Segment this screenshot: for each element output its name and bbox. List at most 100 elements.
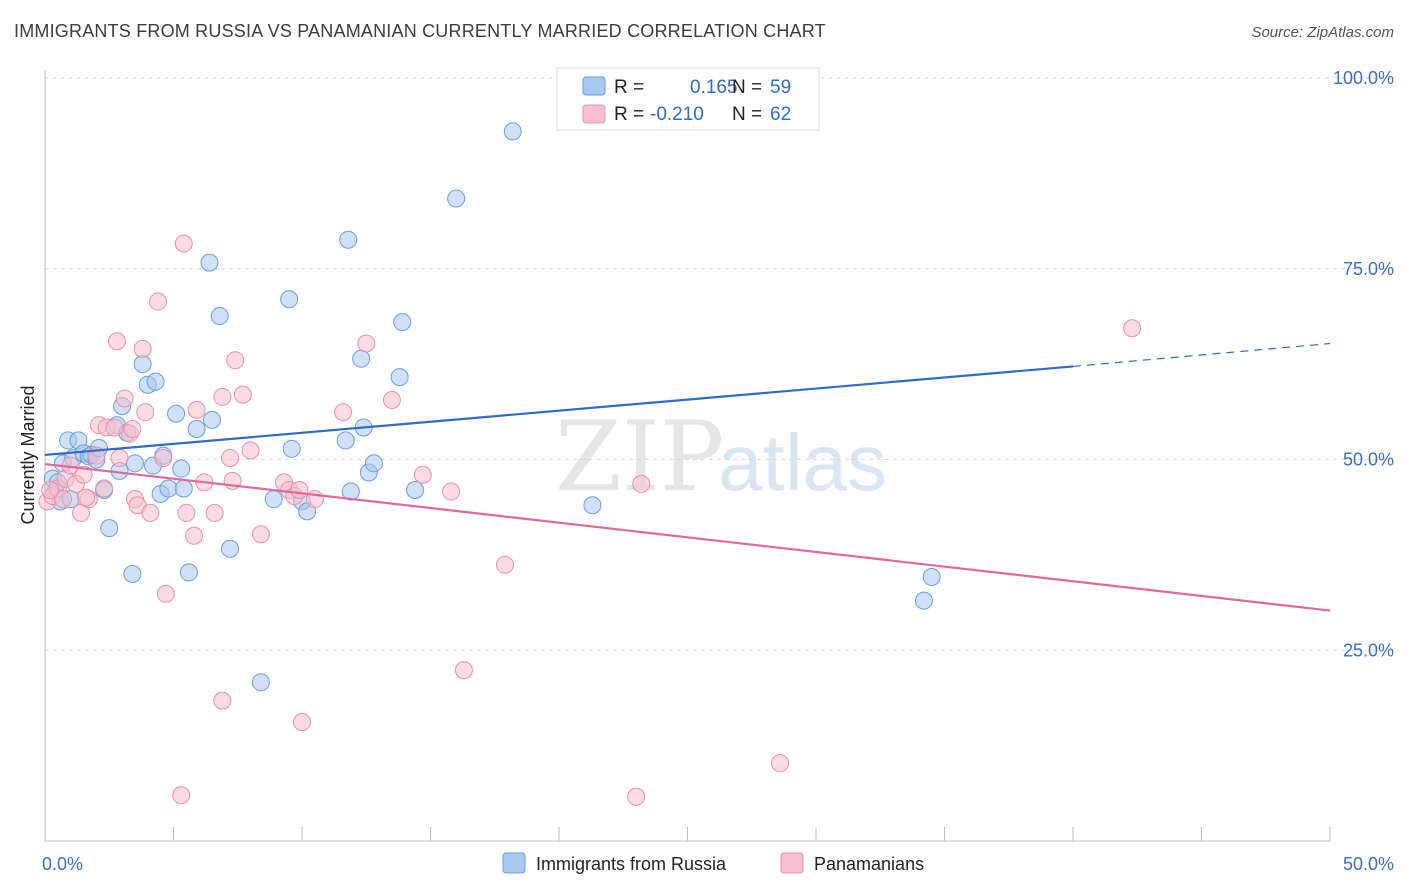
- point-russia-28: [159, 479, 178, 498]
- watermark-zip: ZIP: [555, 401, 724, 513]
- point-panamanians-15: [107, 332, 126, 351]
- y-tick-label-1: 75.0%: [1343, 259, 1394, 279]
- point-panamanians-39: [241, 441, 260, 460]
- point-panamanians-33: [205, 503, 224, 522]
- axes: [44, 70, 1331, 842]
- point-panamanians-49: [413, 465, 432, 484]
- point-panamanians-54: [771, 754, 790, 773]
- point-panamanians-19: [123, 419, 142, 438]
- point-panamanians-8: [74, 465, 93, 484]
- point-russia-15: [100, 519, 119, 538]
- point-russia-44: [336, 431, 355, 450]
- point-russia-57: [914, 591, 933, 610]
- point-panamanians-27: [156, 584, 175, 603]
- point-panamanians-61: [41, 481, 60, 500]
- legend: R = 0.165 N = 59 R = -0.210 N = 62: [556, 67, 820, 131]
- point-panamanians-40: [251, 525, 270, 544]
- point-russia-54: [447, 189, 466, 208]
- point-panamanians-51: [454, 661, 473, 680]
- point-panamanians-3: [53, 490, 72, 509]
- point-panamanians-35: [221, 448, 240, 467]
- point-panamanians-55: [172, 786, 191, 805]
- point-panamanians-16: [110, 448, 129, 467]
- legend-r-value-russia: 0.165: [690, 77, 738, 98]
- point-russia-33: [187, 419, 206, 438]
- watermark: ZIP atlas: [555, 401, 887, 513]
- point-russia-56: [583, 496, 602, 515]
- watermark-atlas: atlas: [718, 418, 887, 507]
- gridlines: [45, 77, 1392, 651]
- point-russia-45: [339, 230, 358, 249]
- y-tick-label-2: 50.0%: [1343, 450, 1394, 470]
- trend-line-russia: [44, 365, 1074, 457]
- point-panamanians-26: [154, 448, 173, 467]
- point-russia-22: [133, 355, 152, 374]
- point-russia-51: [390, 368, 409, 387]
- point-russia-32: [179, 563, 198, 582]
- point-russia-52: [393, 313, 412, 332]
- point-russia-38: [251, 673, 270, 692]
- point-panamanians-24: [141, 503, 160, 522]
- point-panamanians-14: [105, 418, 124, 437]
- point-panamanians-46: [334, 403, 353, 422]
- point-panamanians-60: [1123, 319, 1142, 338]
- point-panamanians-34: [213, 387, 232, 406]
- point-panamanians-59: [77, 488, 96, 507]
- point-russia-47: [352, 349, 371, 368]
- y-axis-label: Currently Married: [18, 385, 38, 524]
- point-russia-30: [172, 459, 191, 478]
- point-panamanians-47: [357, 334, 376, 353]
- point-panamanians-28: [174, 234, 193, 253]
- point-panamanians-25: [149, 292, 168, 311]
- point-panamanians-53: [632, 474, 651, 493]
- legend-r-value-panamanians: -0.210: [650, 104, 704, 125]
- y-tick-labels: 100.0% 75.0% 50.0% 25.0%: [1333, 68, 1394, 660]
- point-panamanians-30: [185, 526, 204, 545]
- bottom-legend-label-russia: Immigrants from Russia: [536, 854, 727, 874]
- source-label: Source: ZipAtlas.com: [1251, 24, 1394, 41]
- point-panamanians-44: [290, 481, 309, 500]
- point-russia-34: [200, 253, 219, 272]
- bottom-legend-swatch-russia: [502, 852, 526, 874]
- point-panamanians-56: [213, 691, 232, 710]
- point-panamanians-48: [382, 390, 401, 409]
- point-panamanians-52: [496, 555, 515, 574]
- point-russia-39: [264, 490, 283, 509]
- data-points: [38, 122, 1142, 806]
- point-russia-36: [210, 307, 229, 326]
- chart-title: IMMIGRANTS FROM RUSSIA VS PANAMANIAN CUR…: [14, 21, 826, 41]
- point-panamanians-23: [136, 403, 155, 422]
- y-tick-label-3: 25.0%: [1343, 640, 1394, 660]
- point-russia-55: [503, 122, 522, 141]
- point-russia-35: [203, 410, 222, 429]
- trend-lines: [44, 342, 1331, 612]
- point-panamanians-50: [442, 482, 461, 501]
- trend-line-russia-extension: [1072, 342, 1331, 368]
- bottom-legend-swatch-panamanians: [780, 852, 804, 874]
- point-panamanians-22: [133, 339, 152, 358]
- point-panamanians-45: [293, 712, 311, 731]
- point-russia-37: [221, 539, 240, 558]
- point-russia-40: [280, 290, 299, 309]
- point-panamanians-17: [115, 389, 134, 408]
- bottom-legend: Immigrants from Russia Panamanians: [502, 852, 924, 874]
- point-russia-31: [174, 479, 193, 498]
- legend-swatch-panamanians: [582, 104, 606, 124]
- point-russia-53: [406, 481, 425, 500]
- legend-swatch-russia: [582, 76, 606, 96]
- point-panamanians-38: [233, 385, 252, 404]
- point-russia-29: [167, 404, 186, 423]
- point-panamanians-29: [177, 503, 196, 522]
- point-panamanians-12: [95, 479, 114, 498]
- point-russia-50: [364, 454, 383, 473]
- x-tick-label-max: 50.0%: [1343, 854, 1394, 874]
- legend-n-value-russia: 59: [770, 77, 791, 98]
- point-russia-58: [922, 568, 941, 587]
- legend-r-label-russia: R =: [614, 77, 644, 98]
- legend-r-label-panamanians: R =: [614, 104, 644, 125]
- point-panamanians-57: [627, 787, 646, 806]
- legend-n-label-panamanians: N =: [732, 104, 762, 125]
- legend-n-label-russia: N =: [732, 77, 762, 98]
- x-tick-labels: 0.0% 50.0%: [42, 854, 1394, 874]
